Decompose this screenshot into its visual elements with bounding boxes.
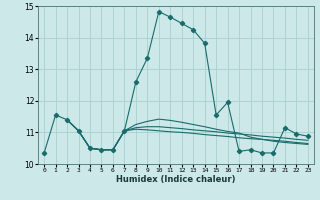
X-axis label: Humidex (Indice chaleur): Humidex (Indice chaleur) [116, 175, 236, 184]
